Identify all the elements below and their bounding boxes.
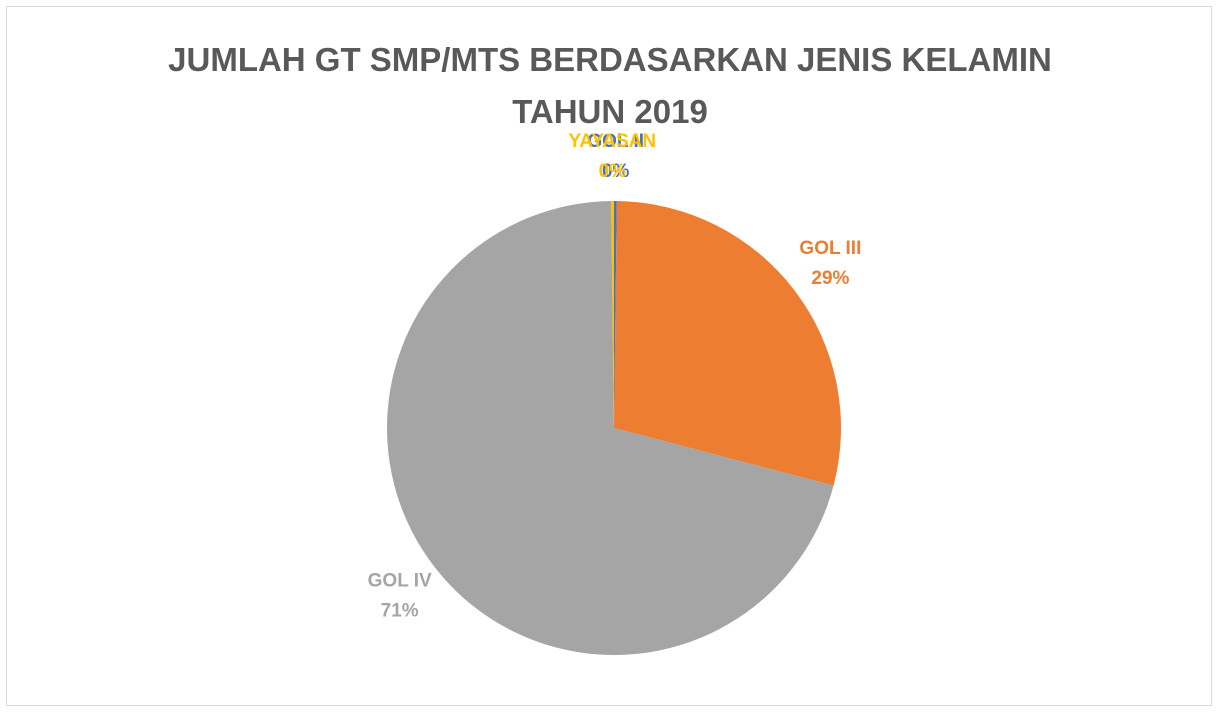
slice-label-value: 0% (599, 161, 627, 182)
slice-label-name: GOL II (587, 131, 644, 152)
slice-label-name: YAYASAN (568, 131, 656, 152)
pie-slice (611, 201, 614, 428)
pie-slice (614, 201, 617, 428)
pie-slice (614, 201, 841, 486)
slice-label-value: 71% (381, 601, 419, 622)
slice-label-name: GOL III (799, 238, 861, 259)
chart-title: JUMLAH GT SMP/MTS BERDASARKAN JENIS KELA… (168, 41, 1052, 130)
slice-label-name: GOL IV (368, 571, 432, 592)
pie-slice (387, 201, 834, 655)
slice-label-value: 0% (602, 161, 630, 182)
slice-label-value: 29% (811, 268, 849, 289)
